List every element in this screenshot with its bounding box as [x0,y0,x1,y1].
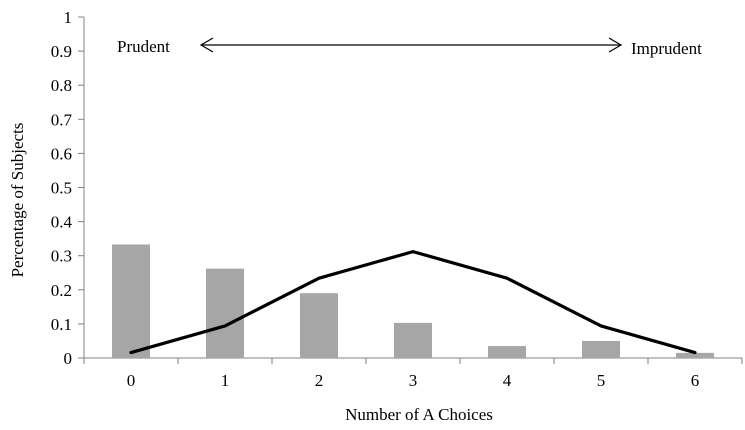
x-tick-label: 6 [691,371,700,390]
bar [676,352,714,358]
prudent-label: Prudent [117,37,170,56]
bar [582,340,620,358]
y-tick-label: 0.1 [51,315,72,334]
axes [83,17,742,359]
y-tick-label: 0.5 [51,179,72,198]
x-tick-label: 0 [127,371,136,390]
y-tick-label: 0.2 [51,281,72,300]
arrow-head-right [608,37,623,53]
y-tick-label: 0 [64,349,73,368]
y-axis-label: Percentage of Subjects [8,123,27,278]
y-tick-label: 0.9 [51,42,72,61]
y-tick-label: 0.3 [51,247,72,266]
x-axis-label: Number of A Choices [345,405,493,424]
y-tick-label: 0.7 [51,110,73,129]
x-tick-label: 4 [503,371,512,390]
bar [206,268,244,358]
y-axis-ticks: 0 0.1 0.2 0.3 0.4 0.5 0.6 0.7 0.8 0.9 1 [51,8,84,368]
bar [112,244,150,358]
bar [300,293,338,358]
x-tick-label: 2 [315,371,324,390]
y-tick-label: 0.8 [51,76,72,95]
x-axis-ticks: 0 1 2 3 4 5 6 [83,358,743,390]
x-tick-label: 3 [409,371,418,390]
arrow-head-left [199,37,214,53]
bar-series [112,244,714,358]
x-tick-label: 5 [597,371,606,390]
imprudent-label: Imprudent [631,39,702,58]
bar [394,322,432,358]
y-tick-label: 1 [64,8,73,27]
y-tick-label: 0.4 [51,213,73,232]
y-tick-label: 0.6 [51,144,72,163]
bar [488,346,526,358]
line-series [129,250,697,355]
x-tick-label: 1 [221,371,230,390]
annotations: Prudent Imprudent [117,37,702,58]
